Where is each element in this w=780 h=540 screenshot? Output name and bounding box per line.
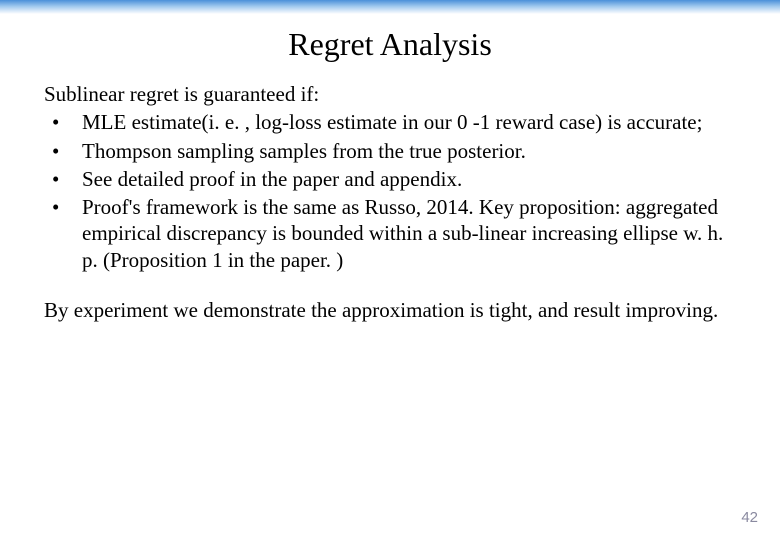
bullet-marker-icon: •: [44, 194, 82, 273]
bullet-marker-icon: •: [44, 138, 82, 164]
page-number: 42: [741, 509, 758, 526]
slide-body: Sublinear regret is guaranteed if: • MLE…: [0, 81, 780, 323]
intro-line: Sublinear regret is guaranteed if:: [44, 81, 736, 107]
list-item: • Proof's framework is the same as Russo…: [44, 194, 736, 273]
bullet-text: Thompson sampling samples from the true …: [82, 138, 736, 164]
bullet-text: Proof's framework is the same as Russo, …: [82, 194, 736, 273]
bullet-text: See detailed proof in the paper and appe…: [82, 166, 736, 192]
list-item: • MLE estimate(i. e. , log-loss estimate…: [44, 109, 736, 135]
slide-title: Regret Analysis: [0, 26, 780, 63]
bullet-marker-icon: •: [44, 166, 82, 192]
top-gradient-bar: [0, 0, 780, 14]
bullet-list: • MLE estimate(i. e. , log-loss estimate…: [44, 109, 736, 273]
bullet-text: MLE estimate(i. e. , log-loss estimate i…: [82, 109, 736, 135]
closing-paragraph: By experiment we demonstrate the approxi…: [44, 297, 736, 323]
list-item: • Thompson sampling samples from the tru…: [44, 138, 736, 164]
list-item: • See detailed proof in the paper and ap…: [44, 166, 736, 192]
bullet-marker-icon: •: [44, 109, 82, 135]
